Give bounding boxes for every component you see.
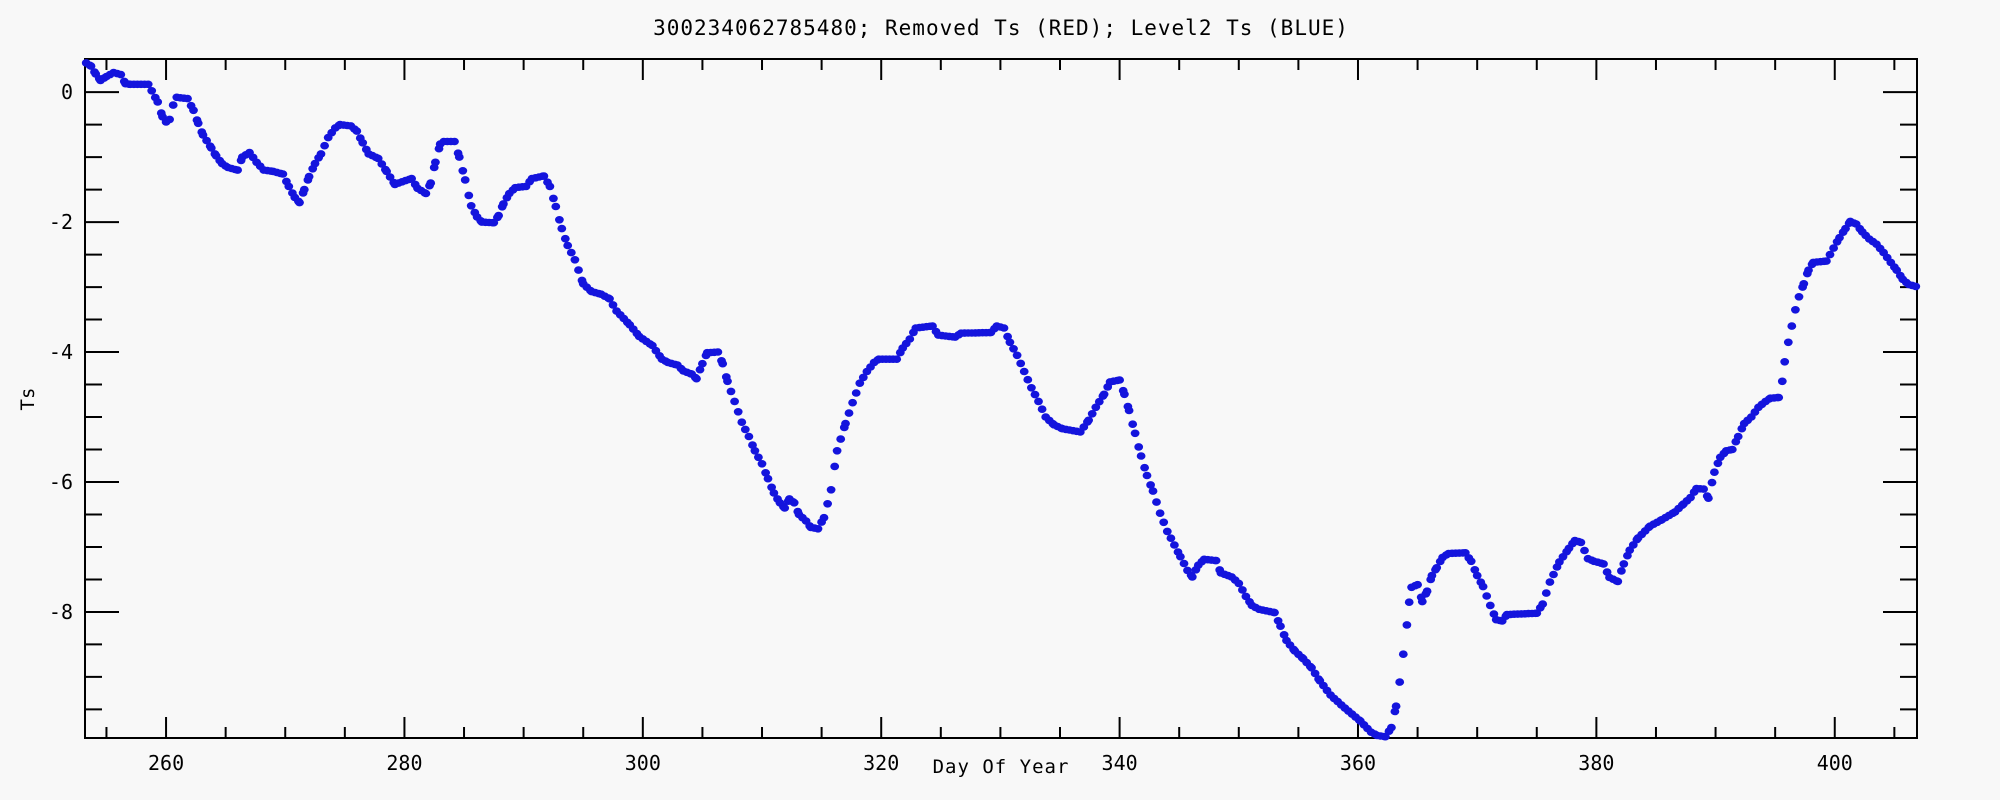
x-tick-label: 380 bbox=[1578, 751, 1614, 775]
level2-ts-series bbox=[81, 59, 1921, 741]
y-tick-label: 0 bbox=[61, 80, 73, 104]
y-tick-label: -4 bbox=[49, 340, 73, 364]
chart-title: 300234062785480; Removed Ts (RED); Level… bbox=[653, 16, 1349, 40]
x-tick-label: 400 bbox=[1817, 751, 1853, 775]
y-axis-label: Ts bbox=[17, 387, 39, 411]
y-tick-label: -6 bbox=[49, 470, 73, 494]
axis-box bbox=[84, 58, 1918, 739]
x-tick-label: 300 bbox=[625, 751, 661, 775]
x-tick-label: 280 bbox=[386, 751, 422, 775]
y-tick-label: -8 bbox=[49, 600, 73, 624]
x-tick-label: 320 bbox=[863, 751, 899, 775]
x-tick-label: 360 bbox=[1340, 751, 1376, 775]
x-tick-label: 340 bbox=[1102, 751, 1138, 775]
x-tick-label: 260 bbox=[148, 751, 184, 775]
y-tick-label: -2 bbox=[49, 210, 73, 234]
x-axis-label: Day Of Year bbox=[932, 756, 1070, 778]
